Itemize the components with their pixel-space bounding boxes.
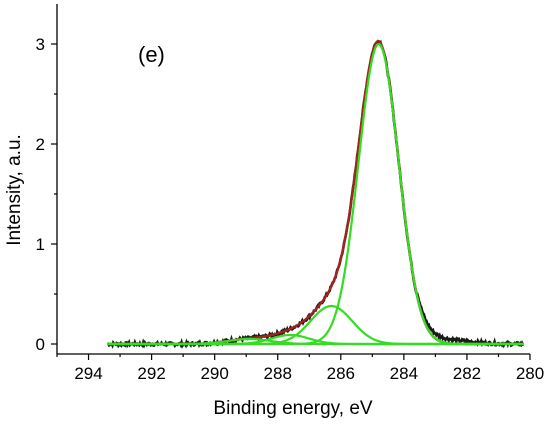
x-axis-label: Binding energy, eV (213, 398, 372, 419)
panel-label: (e) (138, 42, 165, 67)
x-tick-label: 280 (516, 364, 544, 383)
y-tick-label: 3 (36, 35, 45, 54)
axes-group: 294 292 290 288 286 284 282 280 0 1 2 3 (36, 4, 544, 383)
fit-component-4 (107, 337, 524, 346)
x-tick-label: 284 (390, 364, 418, 383)
x-tick-label: 290 (200, 364, 228, 383)
x-tick-label: 294 (74, 364, 102, 383)
curves-group (107, 39, 525, 349)
y-tick-label: 0 (36, 335, 45, 354)
x-tick-label: 288 (264, 364, 292, 383)
y-tick-label: 2 (36, 135, 45, 154)
x-tick-label: 292 (137, 364, 165, 383)
y-tick-label: 1 (36, 235, 45, 254)
x-tick-label: 286 (327, 364, 355, 383)
y-axis-label: Intensity, a.u. (4, 134, 25, 246)
x-tick-label: 282 (453, 364, 481, 383)
